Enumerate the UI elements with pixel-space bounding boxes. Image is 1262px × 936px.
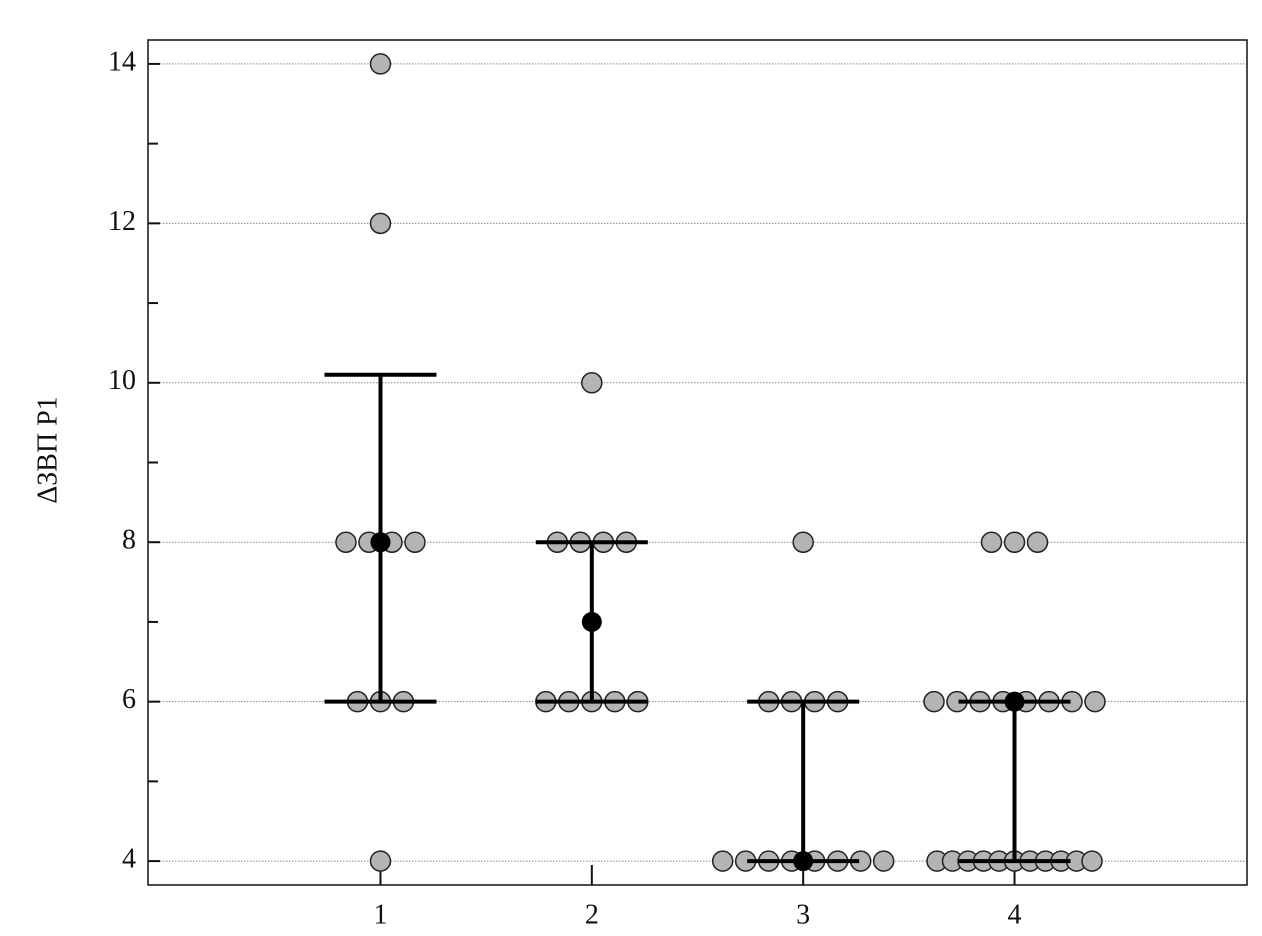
data-point	[369, 212, 392, 235]
median-point	[581, 611, 602, 632]
data-point	[980, 531, 1003, 553]
y-tick-label: 6	[122, 684, 136, 715]
median-point	[793, 851, 814, 872]
data-point	[1081, 850, 1103, 872]
data-point	[1003, 531, 1026, 553]
data-point	[1084, 690, 1106, 713]
data-point	[711, 850, 734, 872]
data-point	[404, 531, 426, 553]
median-point	[1004, 691, 1025, 712]
data-point	[792, 531, 814, 553]
x-tick-label: 3	[796, 899, 810, 930]
y-tick-label: 4	[122, 844, 136, 875]
data-point	[923, 690, 945, 713]
data-point	[335, 531, 357, 553]
x-tick-label: 1	[373, 899, 387, 930]
x-tick-label: 2	[585, 899, 599, 930]
data-point	[872, 850, 895, 872]
x-tick-label: 4	[1008, 899, 1022, 930]
data-point	[1026, 531, 1049, 553]
data-point	[369, 53, 392, 75]
median-point	[370, 532, 391, 553]
data-point	[581, 372, 603, 394]
data-point	[369, 850, 392, 872]
plot-frame	[147, 39, 1248, 886]
y-axis-label: ΔЗВП Р1	[32, 396, 63, 504]
y-tick-label: 12	[108, 206, 136, 237]
y-tick-label: 8	[122, 525, 136, 556]
y-tick-label: 10	[108, 365, 136, 396]
y-tick-label: 14	[108, 46, 136, 77]
